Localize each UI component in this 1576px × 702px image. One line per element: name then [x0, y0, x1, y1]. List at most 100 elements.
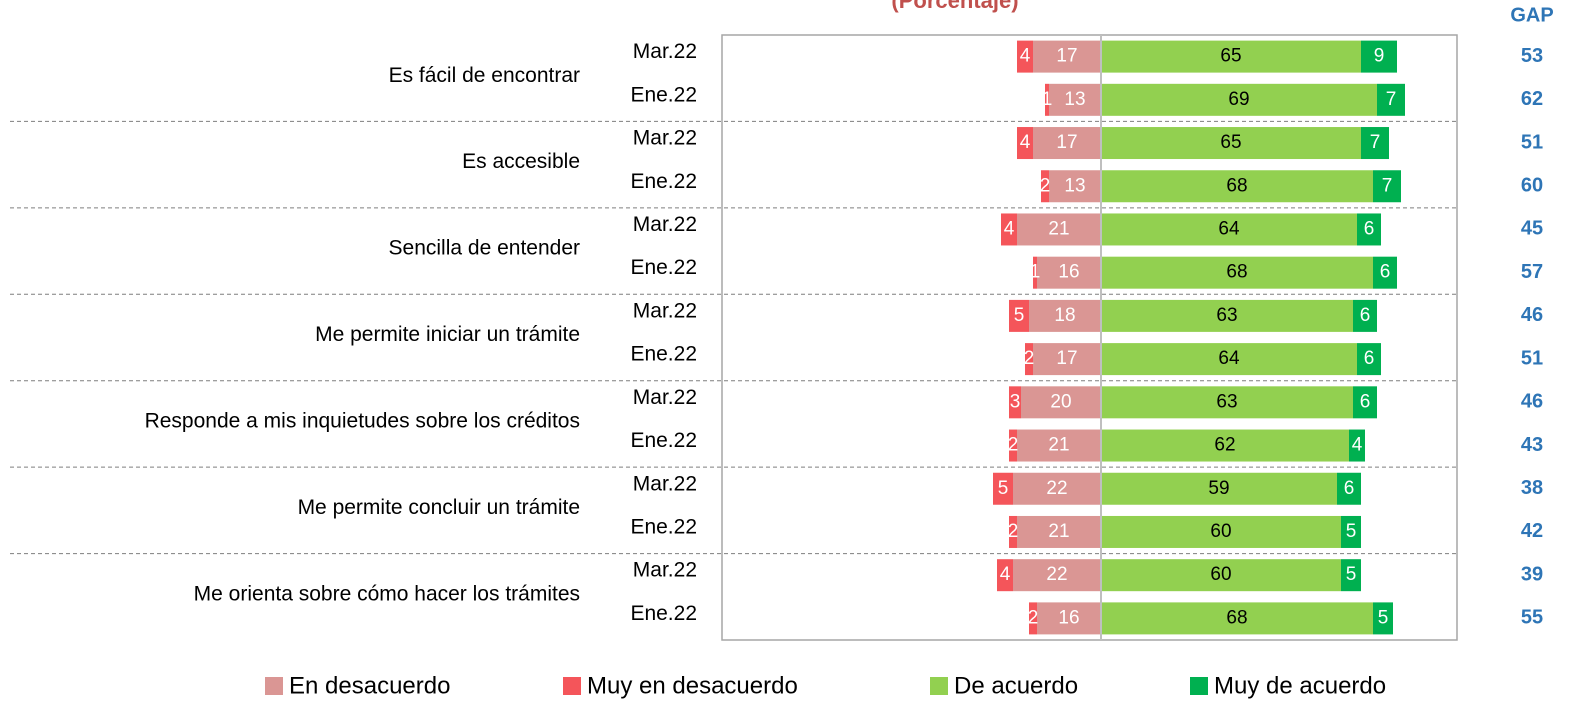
- value-label: 2: [1024, 348, 1035, 369]
- value-label: 59: [1208, 478, 1229, 499]
- group-label: Responde a mis inquietudes sobre los cré…: [145, 409, 580, 432]
- bar-segment: [1009, 515, 1017, 548]
- bar-segment: [997, 559, 1013, 592]
- legend-label: De acuerdo: [954, 672, 1078, 699]
- bar-segment: [1373, 256, 1397, 289]
- bar-segment: [1101, 429, 1349, 462]
- gap-title: GAP: [1510, 4, 1553, 26]
- gap-value: 57: [1521, 261, 1543, 283]
- bar-segment: [1361, 40, 1397, 73]
- value-label: 6: [1364, 348, 1375, 369]
- bar-segment: [1033, 40, 1101, 73]
- value-label: 5: [1346, 521, 1357, 542]
- bar-segment: [1033, 127, 1101, 160]
- value-label: 64: [1218, 348, 1240, 369]
- legend-swatch: [1190, 677, 1208, 695]
- value-label: 7: [1382, 175, 1393, 196]
- group-label: Me orienta sobre cómo hacer los trámites: [194, 582, 580, 605]
- row-label: Ene.22: [630, 170, 697, 193]
- row-label: Ene.22: [630, 343, 697, 366]
- row-label: Mar.22: [633, 40, 697, 63]
- bar-segment: [1013, 559, 1101, 592]
- bar-segment: [1101, 127, 1361, 160]
- value-label: 68: [1226, 262, 1247, 283]
- gap-value: 38: [1521, 477, 1543, 499]
- value-label: 7: [1370, 132, 1381, 153]
- bar-segment: [1341, 515, 1361, 548]
- value-label: 22: [1046, 478, 1067, 499]
- bar-segment: [1357, 343, 1381, 376]
- value-label: 17: [1056, 348, 1077, 369]
- bar-segment: [1037, 256, 1101, 289]
- value-label: 6: [1360, 391, 1371, 412]
- bar-segment: [1101, 213, 1357, 246]
- bar-segment: [1049, 83, 1101, 116]
- bar-segment: [1045, 83, 1049, 116]
- gap-value: 62: [1521, 88, 1543, 110]
- bar-segment: [1021, 386, 1101, 419]
- group-label: Es accesible: [462, 150, 580, 173]
- bar-segment: [1337, 472, 1361, 505]
- value-label: 60: [1210, 564, 1231, 585]
- row-label: Ene.22: [630, 83, 697, 106]
- row-label: Mar.22: [633, 127, 697, 150]
- row-label: Mar.22: [633, 299, 697, 322]
- value-label: 17: [1056, 132, 1077, 153]
- value-label: 62: [1214, 435, 1235, 456]
- bar-segment: [1049, 170, 1101, 203]
- bar-segment: [1029, 299, 1101, 332]
- bar-segment: [1101, 472, 1337, 505]
- value-label: 60: [1210, 521, 1231, 542]
- value-label: 65: [1220, 132, 1241, 153]
- legend-label: Muy en desacuerdo: [587, 672, 798, 699]
- bar-segment: [1009, 299, 1029, 332]
- bar-segment: [1101, 559, 1341, 592]
- bar-segment: [993, 472, 1013, 505]
- row-label: Ene.22: [630, 602, 697, 625]
- group-label: Es fácil de encontrar: [389, 64, 580, 87]
- bar-segment: [1025, 343, 1033, 376]
- value-label: 6: [1360, 305, 1371, 326]
- bar-segment: [1353, 299, 1377, 332]
- legend-label: Muy de acuerdo: [1214, 672, 1386, 699]
- value-label: 13: [1064, 89, 1085, 110]
- gap-value: 46: [1521, 391, 1543, 413]
- value-label: 2: [1040, 175, 1051, 196]
- gap-value: 53: [1521, 45, 1543, 67]
- row-label: Mar.22: [633, 213, 697, 236]
- value-label: 2: [1008, 521, 1019, 542]
- bar-segment: [1017, 213, 1101, 246]
- bar-segment: [1377, 83, 1405, 116]
- bar-segment: [1009, 429, 1017, 462]
- row-label: Ene.22: [630, 256, 697, 279]
- bar-segment: [1009, 386, 1021, 419]
- bar-segment: [1017, 429, 1101, 462]
- group-label: Sencilla de entender: [389, 237, 580, 260]
- gap-value: 43: [1521, 434, 1543, 456]
- value-label: 21: [1048, 218, 1069, 239]
- bar-segment: [1373, 602, 1393, 635]
- value-label: 21: [1048, 521, 1069, 542]
- legend-swatch: [930, 677, 948, 695]
- gap-value: 46: [1521, 304, 1543, 326]
- gap-value: 39: [1521, 563, 1543, 585]
- value-label: 4: [1000, 564, 1011, 585]
- value-label: 1: [1042, 89, 1053, 110]
- row-label: Mar.22: [633, 472, 697, 495]
- value-label: 4: [1020, 46, 1031, 67]
- value-label: 5: [998, 478, 1009, 499]
- bar-segment: [1357, 213, 1381, 246]
- gap-value: 55: [1521, 607, 1543, 629]
- bar-segment: [1013, 472, 1101, 505]
- row-label: Ene.22: [630, 429, 697, 452]
- legend-swatch: [563, 677, 581, 695]
- value-label: 68: [1226, 607, 1247, 628]
- gap-value: 60: [1521, 175, 1543, 197]
- bar-segment: [1041, 170, 1049, 203]
- gap-value: 51: [1521, 347, 1543, 369]
- value-label: 2: [1028, 607, 1039, 628]
- bar-segment: [1101, 83, 1377, 116]
- bar-segment: [1029, 602, 1037, 635]
- legend-swatch: [265, 677, 283, 695]
